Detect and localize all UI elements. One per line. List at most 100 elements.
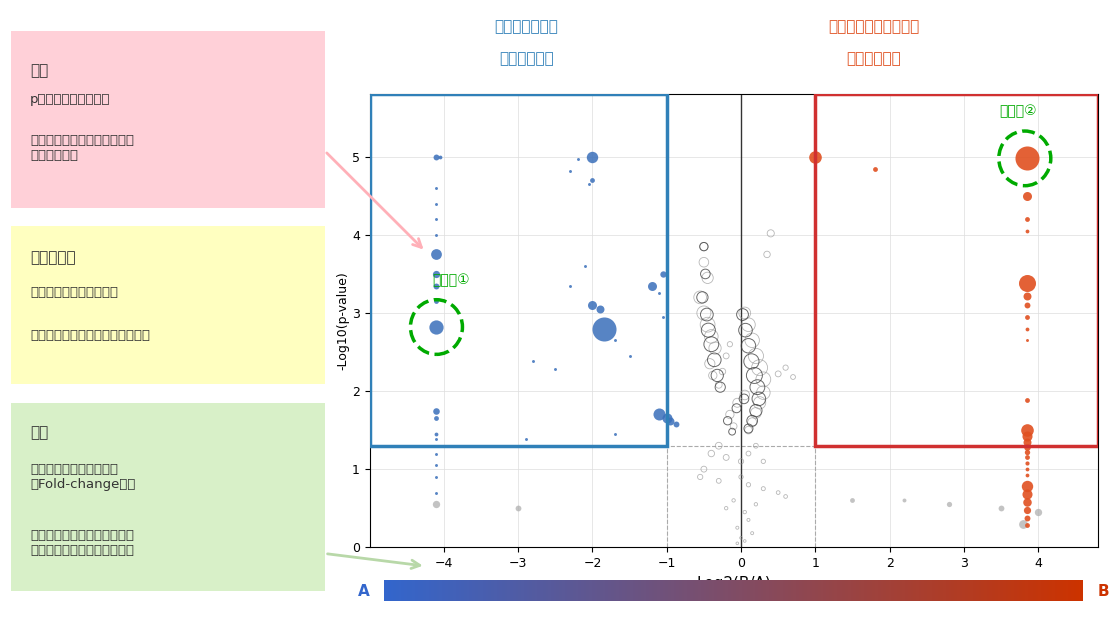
Point [744,416,762,426]
Point [1018,497,1036,507]
Text: B: B [1098,584,1109,599]
Point [769,369,787,379]
Point [724,426,741,437]
Bar [370,94,666,446]
Point [576,261,594,271]
Point [739,515,757,525]
Point [428,152,446,162]
Text: 値が大きい程、再現性が高い
成分となる。: 値が大きい程、再現性が高い 成分となる。 [30,133,134,162]
Point [728,403,746,413]
Point [721,339,739,349]
Text: 各プロット: 各プロット [30,250,76,265]
Point [1018,396,1036,406]
Point [702,448,720,459]
Text: A: A [358,584,370,599]
Point [776,362,794,372]
Text: ２検体間の強度比の対数
（Fold-change）。: ２検体間の強度比の対数 （Fold-change）。 [30,463,136,491]
Point [739,425,757,435]
Point [701,359,719,369]
Point [584,175,601,186]
Point [428,199,446,209]
Text: 絶対値が大きい程、検体間の
強度比が大きい成分となる。: 絶対値が大きい程、検体間の 強度比が大きい成分となる。 [30,529,134,557]
Point [1029,507,1047,517]
Y-axis label: -Log10(p-value): -Log10(p-value) [336,272,349,370]
Point [428,413,446,423]
Point [428,435,446,445]
Point [747,441,765,451]
Point [711,382,729,392]
Point [739,320,757,330]
Point [755,456,773,466]
Point [755,374,773,384]
Point [736,536,754,546]
Point [1018,464,1036,474]
Point [651,289,669,299]
Point [606,429,624,439]
Point [719,416,737,426]
Text: 横軸: 横軸 [30,425,48,440]
Text: 化合物①: 化合物① [432,273,470,287]
Point [1018,226,1036,236]
Point [428,296,446,306]
Point [732,456,750,466]
Point [698,309,716,320]
Point [691,472,709,482]
X-axis label: Log2(B/A): Log2(B/A) [697,576,771,591]
Point [1018,431,1036,442]
Text: 特徴的な成分: 特徴的な成分 [500,51,553,66]
Point [643,281,661,291]
Point [547,364,564,374]
Point [1018,437,1036,447]
Point [710,441,728,451]
Point [896,496,914,506]
Text: 化合物②: 化合物② [999,104,1036,118]
Point [1018,323,1036,333]
Point [580,179,598,189]
Point [1018,520,1036,530]
Point [717,351,735,361]
Point [1018,153,1036,164]
Text: 特徴的な成分: 特徴的な成分 [847,51,900,66]
Point [755,387,773,398]
Point [428,249,446,259]
Point [776,491,794,501]
Text: p値の対数の負の値。: p値の対数の負の値。 [30,93,111,106]
Point [606,335,624,345]
Point [1018,442,1036,452]
Point [739,480,757,490]
Point [651,409,669,420]
Point [702,331,720,342]
Point [620,351,638,361]
Point [699,325,717,335]
Point [747,406,765,416]
Point [1018,481,1036,491]
Point [747,499,765,509]
Point [706,355,724,365]
Point [657,413,675,423]
Point [591,304,609,314]
Point [710,380,728,390]
Text: お弁当用抗菌シートに: お弁当用抗菌シートに [828,19,920,35]
Point [750,398,768,408]
Point [694,242,712,252]
Bar [815,94,1098,446]
Point [561,166,579,176]
Point [734,309,752,320]
Point [702,339,720,349]
Point [717,452,735,462]
Point [736,390,754,400]
Text: マーカーサイズは面積値を示す。: マーカーサイズは面積値を示す。 [30,328,150,342]
Point [735,394,753,404]
Point [732,533,750,543]
Point [1018,191,1036,201]
Point [843,496,861,506]
Point [1018,447,1036,457]
Point [654,312,672,322]
Point [1015,519,1033,529]
Point [748,382,766,392]
Point [728,398,746,408]
Point [428,322,446,332]
Point [428,472,446,482]
Point [1018,312,1036,322]
Point [866,164,884,174]
